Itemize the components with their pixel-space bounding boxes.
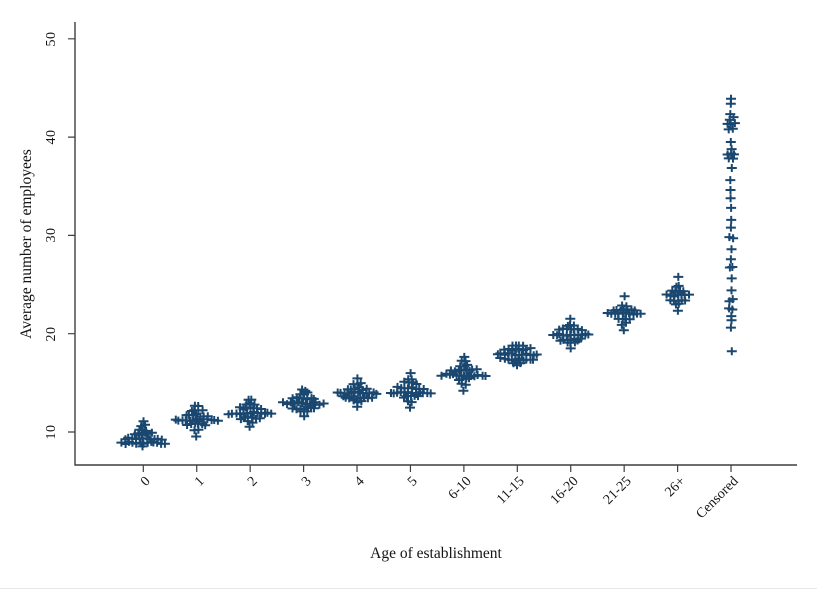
cluster-11-15-points [492, 341, 542, 370]
cluster-2-points [223, 395, 277, 431]
cluster-4-points [332, 374, 382, 411]
y-tick-label-50: 50 [44, 31, 59, 47]
tick-marks [68, 38, 732, 472]
cluster-6-10-points [436, 352, 491, 395]
y-tick-label-40: 40 [44, 129, 59, 145]
cluster-21-25-points [602, 292, 646, 335]
cluster-1-points [170, 401, 223, 441]
cluster-Censored-points [722, 94, 740, 356]
axis-lines [74, 22, 797, 466]
bottom-border-line [0, 588, 817, 589]
cluster-3-points [278, 385, 329, 421]
y-tick-label-30: 30 [44, 227, 59, 243]
cluster-0-points [116, 417, 170, 451]
cluster-16-20-points [548, 314, 594, 353]
y-tick-label-10: 10 [44, 424, 59, 440]
y-axis-title: Average number of employees [18, 149, 35, 339]
x-axis-title: Age of establishment [370, 545, 502, 562]
y-tick-label-20: 20 [44, 326, 59, 342]
cluster-5-points [386, 369, 436, 412]
cluster-26+-points [661, 272, 694, 315]
